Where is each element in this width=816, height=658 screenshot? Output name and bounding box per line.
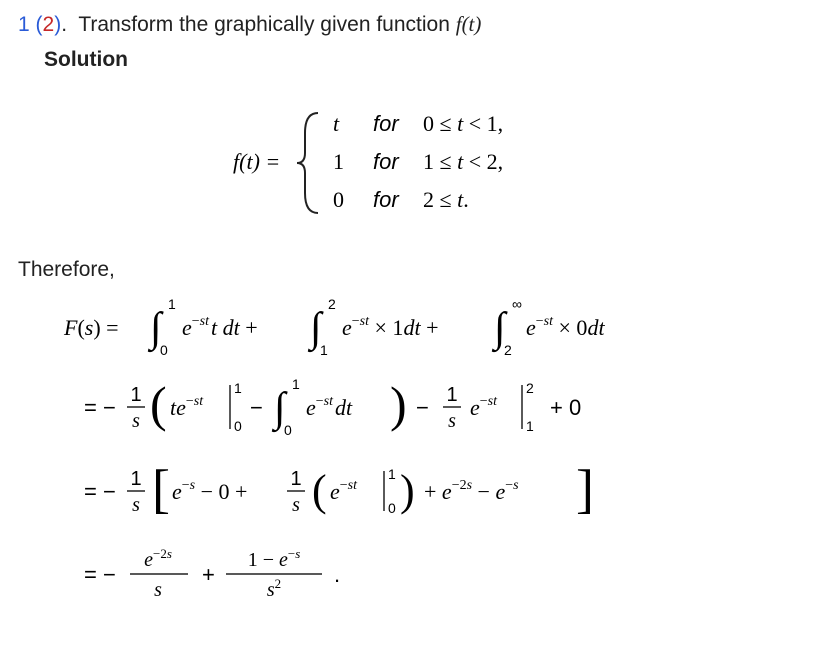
svg-text:2 ≤ t.: 2 ≤ t. (423, 187, 469, 212)
svg-text:1: 1 (292, 376, 300, 392)
svg-text:1: 1 (388, 466, 396, 482)
svg-text:= −: = − (84, 479, 116, 504)
svg-text:.: . (334, 562, 340, 587)
svg-text:s: s (448, 410, 456, 432)
svg-text:1 − e−s: 1 − e−s (248, 546, 301, 571)
svg-text:e−st × 1dt +: e−st × 1dt + (342, 314, 438, 340)
svg-text:s: s (154, 579, 162, 601)
piecewise-rows: t for 0 ≤ t < 1, 1 for 1 ≤ t < 2, 0 for … (333, 111, 503, 212)
svg-text:for: for (373, 111, 400, 136)
svg-text:e−2s: e−2s (144, 546, 172, 571)
equation-4: = − e−2s s + 1 − e−s s2 . (64, 542, 788, 614)
svg-text:for: for (373, 187, 400, 212)
svg-text:for: for (373, 149, 400, 174)
paren-open: ( (30, 13, 43, 36)
svg-text:∞: ∞ (512, 296, 522, 312)
paren-close: ) (54, 13, 61, 36)
svg-text:1: 1 (526, 418, 534, 434)
svg-text:1: 1 (290, 468, 301, 490)
problem-text: Transform the graphically given function (78, 13, 455, 36)
svg-text:1: 1 (446, 384, 457, 406)
svg-text:1 ≤ t < 2,: 1 ≤ t < 2, (423, 149, 503, 174)
svg-text:2: 2 (328, 296, 336, 312)
svg-text:t: t (333, 111, 340, 136)
svg-text:s2: s2 (267, 576, 281, 601)
svg-text:s: s (132, 410, 140, 432)
svg-text:+: + (202, 562, 215, 587)
svg-text:0 ≤ t < 1,: 0 ≤ t < 1, (423, 111, 503, 136)
solution-label: Solution (44, 45, 788, 74)
brace-icon (297, 113, 318, 213)
svg-text:F(s) =: F(s) = (63, 315, 119, 340)
equation-1: F(s) = ∫ 1 0 e−stt dt + ∫ 2 1 e−st × 1dt… (64, 295, 788, 367)
svg-text:e−stt dt +: e−stt dt + (182, 314, 258, 340)
problem-number: 1 (18, 13, 30, 36)
svg-text:(: ( (312, 466, 327, 515)
svg-text:te−st: te−st (170, 394, 204, 420)
svg-text:0: 0 (234, 418, 242, 434)
svg-text:1: 1 (234, 380, 242, 396)
piecewise-definition: f(t) = t for 0 ≤ t < 1, 1 for 1 ≤ t < 2,… (18, 103, 788, 231)
problem-header: 1 (2). Transform the graphically given f… (18, 10, 788, 39)
svg-text:= −: = − (84, 562, 116, 587)
svg-text:s: s (132, 494, 140, 516)
svg-text:1: 1 (320, 342, 328, 358)
svg-text:0: 0 (160, 342, 168, 358)
svg-text:1: 1 (130, 468, 141, 490)
svg-text:): ) (390, 376, 407, 432)
piecewise-lhs: f(t) = (233, 149, 280, 174)
svg-text:e−st × 0dt: e−st × 0dt (526, 314, 605, 340)
svg-text:+ 0: + 0 (550, 395, 581, 420)
svg-text:[: [ (152, 459, 170, 519)
svg-text:e−stdt: e−stdt (306, 394, 353, 420)
svg-text:]: ] (576, 459, 594, 519)
svg-text:1: 1 (168, 296, 176, 312)
svg-text:(: ( (150, 376, 167, 432)
therefore: Therefore, (18, 255, 788, 284)
svg-text:0: 0 (333, 187, 344, 212)
svg-text:e−s − 0 +: e−s − 0 + (172, 478, 247, 504)
svg-text:1: 1 (333, 149, 344, 174)
svg-text:= −: = − (84, 395, 116, 420)
svg-text:e−st: e−st (470, 394, 498, 420)
svg-text:0: 0 (284, 422, 292, 438)
func-name: f(t) (456, 12, 482, 36)
svg-text:−: − (250, 395, 263, 420)
svg-text:2: 2 (526, 380, 534, 396)
svg-text:): ) (400, 466, 415, 515)
problem-subnumber: 2 (43, 13, 55, 36)
svg-text:−: − (416, 395, 429, 420)
equation-2: = − 1 s ( te−st 1 0 − ∫ 1 0 e−stdt ) − 1… (64, 373, 788, 451)
svg-text:0: 0 (388, 500, 396, 516)
equation-3: = − 1 s [ e−s − 0 + 1 s ( e−st 1 0 ) + e… (64, 457, 788, 535)
svg-text:2: 2 (504, 342, 512, 358)
svg-text:e−st: e−st (330, 478, 358, 504)
svg-text:s: s (292, 494, 300, 516)
svg-text:+ e−2s − e−s: + e−2s − e−s (424, 478, 519, 504)
svg-text:1: 1 (130, 384, 141, 406)
